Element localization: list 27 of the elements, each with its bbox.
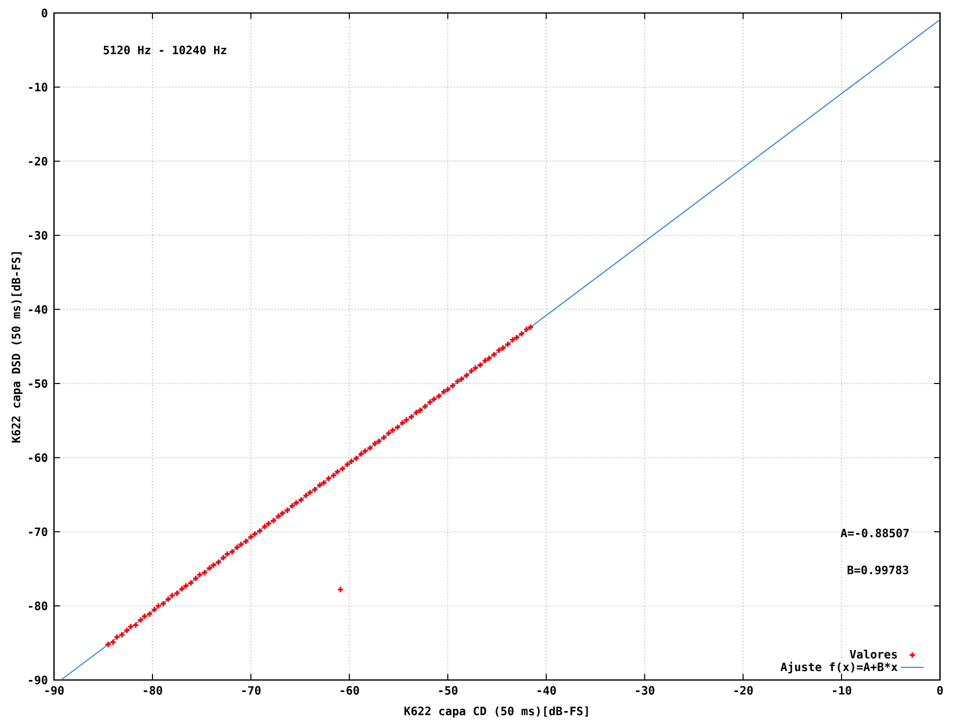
y-tick-label: -20 (28, 156, 48, 166)
x-tick-label: -20 (734, 686, 753, 695)
x-tick-label: -40 (538, 686, 556, 695)
y-tick-label: -10 (28, 82, 48, 92)
x-tick-label: -10 (832, 686, 852, 695)
x-tick-label: -70 (242, 686, 261, 695)
x-tick-label: -50 (439, 686, 458, 695)
annotation: A=-0.88507 (840, 528, 909, 538)
y-tick-label: 0 (42, 8, 48, 18)
x-tick-label: -60 (340, 686, 359, 695)
y-tick-label: -40 (28, 305, 48, 314)
x-tick-label: -90 (45, 686, 64, 695)
y-tick-label: -90 (28, 676, 48, 684)
x-tick-label: -30 (636, 686, 654, 695)
y-tick-label: -60 (28, 453, 48, 462)
annotation: 5120 Hz - 10240 Hz (104, 46, 226, 54)
y-tick-label: -70 (28, 527, 48, 536)
legend-label: Ajuste f(x)=A+B*x (780, 662, 898, 674)
annotation: B=0.99783 (848, 566, 908, 574)
x-tick-label: 0 (937, 686, 943, 695)
x-tick-label: -80 (144, 686, 162, 695)
y-tick-label: -50 (28, 379, 48, 388)
y-axis-title: K622 capa DSD (50 ms)[dB-FS] (11, 252, 23, 442)
y-tick-label: -30 (28, 230, 48, 240)
legend-label: Valores (850, 650, 897, 659)
x-axis-title: K622 capa CD (50 ms)[dB-FS] (404, 706, 588, 718)
y-tick-label: -80 (28, 602, 48, 610)
